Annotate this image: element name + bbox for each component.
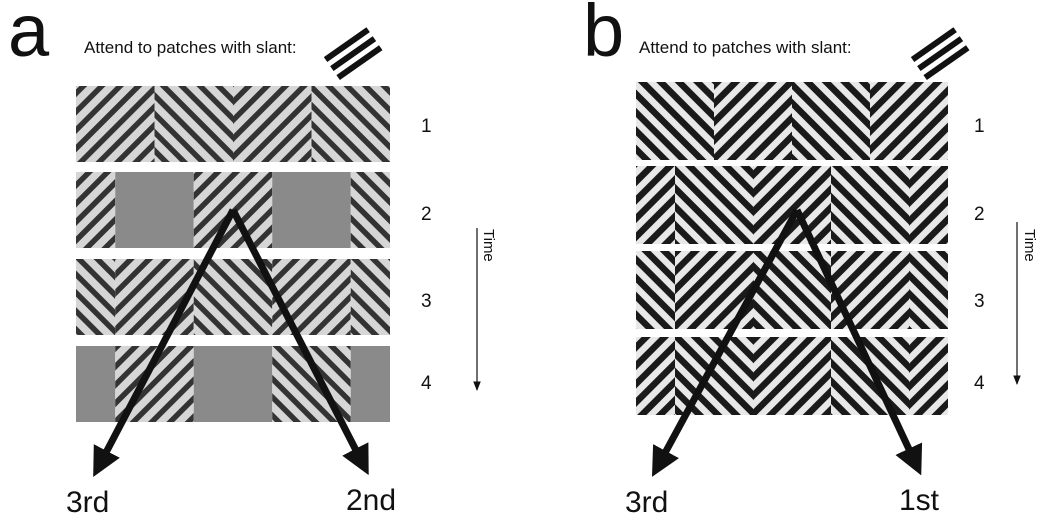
- patch: [831, 337, 909, 415]
- panel-a-figure: [76, 27, 481, 478]
- arrow-left: [93, 208, 237, 478]
- patch: [870, 82, 948, 160]
- patch: [831, 251, 909, 329]
- patch: [792, 82, 870, 160]
- patch: [636, 82, 714, 160]
- patch: [675, 337, 753, 415]
- frame-row-1: [636, 82, 948, 160]
- frame-row-2: [76, 172, 390, 248]
- frame-number-1: 1: [974, 116, 985, 137]
- arrow-right: [793, 208, 923, 476]
- frame-row-1: [76, 86, 390, 162]
- arrow-left: [651, 208, 801, 477]
- rank-left-label: 3rd: [625, 486, 669, 519]
- frame-number-3: 3: [974, 291, 985, 312]
- panel-letter: b: [583, 0, 625, 72]
- time-axis-label: Time: [480, 229, 497, 262]
- patch: [675, 166, 753, 244]
- patch: [636, 337, 675, 415]
- patch: [76, 346, 116, 422]
- patch: [76, 172, 116, 248]
- patch: [714, 82, 792, 160]
- patch: [350, 172, 390, 248]
- panel-letter: a: [8, 0, 50, 72]
- frame-number-1: 1: [421, 116, 432, 137]
- arrow-right: [229, 208, 369, 476]
- patch: [753, 166, 831, 244]
- patch: [909, 251, 948, 329]
- slant-stripes-icon: [323, 27, 383, 81]
- frame-row-3: [76, 259, 390, 335]
- patch: [76, 86, 155, 162]
- patch: [636, 251, 675, 329]
- frame-number-4: 4: [974, 373, 985, 394]
- instruction-text: Attend to patches with slant:: [84, 38, 297, 57]
- patch: [193, 346, 273, 422]
- patch: [76, 259, 116, 335]
- patch: [115, 259, 194, 335]
- rank-left-label: 3rd: [66, 486, 110, 519]
- patch: [311, 86, 390, 162]
- patch: [753, 337, 831, 415]
- frame-row-3: [636, 251, 948, 329]
- patch: [233, 86, 312, 162]
- frame-row-4: [636, 337, 948, 415]
- patch: [154, 86, 233, 162]
- frame-number-2: 2: [974, 204, 985, 225]
- rank-right-label: 1st: [899, 484, 940, 517]
- frame-number-4: 4: [421, 373, 432, 394]
- panel-b: b Attend to patches with slant: 1 2 3 4 …: [519, 0, 1037, 524]
- patch: [350, 346, 390, 422]
- patch: [909, 166, 948, 244]
- panel-b-figure: [636, 27, 1021, 477]
- patch: [909, 337, 948, 415]
- patch: [831, 166, 909, 244]
- panel-a: a Attend to patches with slant: 1 2 3 4 …: [0, 0, 518, 524]
- frame-number-2: 2: [421, 204, 432, 225]
- patch: [272, 259, 351, 335]
- slant-stripes-icon: [910, 27, 970, 81]
- patch: [272, 172, 351, 248]
- time-axis-label: Time: [1021, 229, 1037, 262]
- frame-row-2: [636, 166, 948, 244]
- patch: [115, 172, 194, 248]
- rank-right-label: 2nd: [346, 484, 397, 517]
- patch: [193, 259, 273, 335]
- instruction-text: Attend to patches with slant:: [639, 38, 852, 57]
- frame-row-4: [76, 346, 390, 422]
- patch: [636, 166, 675, 244]
- patch: [350, 259, 390, 335]
- frame-number-3: 3: [421, 291, 432, 312]
